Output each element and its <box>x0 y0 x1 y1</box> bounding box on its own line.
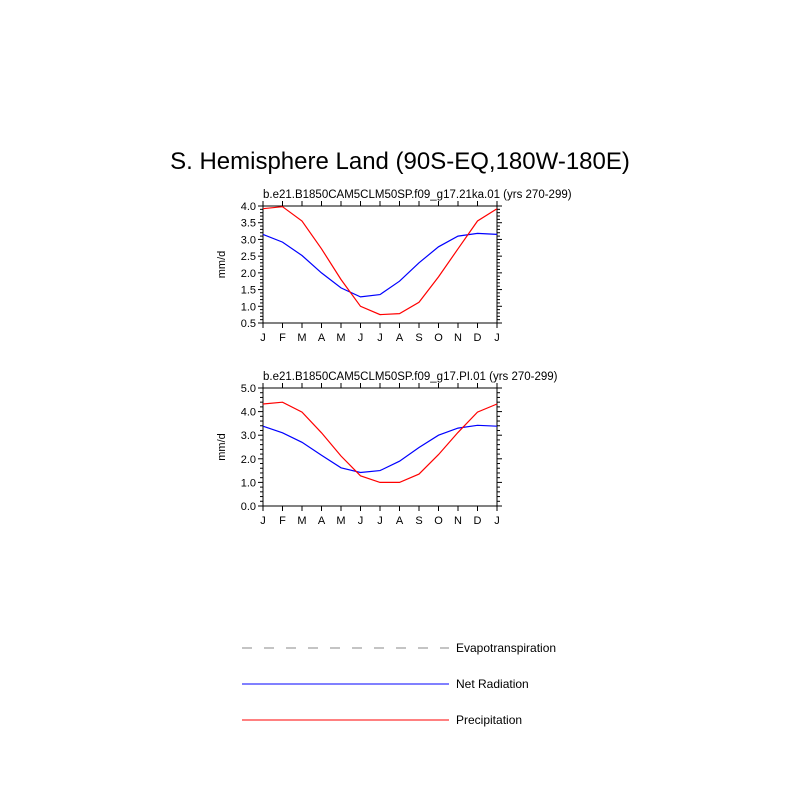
legend-label-net-radiation: Net Radiation <box>456 677 529 691</box>
y-tick-label: 4.0 <box>241 407 256 419</box>
x-tick-label: O <box>434 332 443 344</box>
x-tick-label: M <box>336 515 345 527</box>
net-radiation-line <box>262 232 498 298</box>
panel-title: b.e21.B1850CAM5CLM50SP.f09_g17.PI.01 (yr… <box>263 371 558 383</box>
y-tick-label: 1.0 <box>241 477 256 489</box>
y-tick-label: 3.5 <box>241 218 256 230</box>
plot-frame <box>262 387 498 507</box>
x-tick-label: M <box>297 515 306 527</box>
x-tick-label: J <box>260 332 266 344</box>
y-tick-label: 1.0 <box>241 301 256 313</box>
x-tick-label: J <box>494 515 500 527</box>
panel-title: b.e21.B1850CAM5CLM50SP.f09_g17.21ka.01 (… <box>263 189 572 201</box>
y-tick-label: 2.0 <box>241 454 256 466</box>
y-tick-label: 5.0 <box>241 383 256 395</box>
x-tick-label: N <box>454 332 462 344</box>
legend: Evapotranspiration Net Radiation Precipita… <box>242 641 556 727</box>
net-radiation-line <box>262 424 498 474</box>
figure-title: S. Hemisphere Land (90S-EQ,180W-180E) <box>170 148 630 175</box>
legend-label-evapotranspiration: Evapotranspiration <box>456 641 556 655</box>
panel-21ka: b.e21.B1850CAM5CLM50SP.f09_g17.21ka.01 (… <box>216 189 572 344</box>
y-tick-label: 0.0 <box>241 501 256 513</box>
x-tick-label: F <box>279 515 286 527</box>
x-tick-label: D <box>474 515 482 527</box>
panel-pi: b.e21.B1850CAM5CLM50SP.f09_g17.PI.01 (yr… <box>216 371 558 527</box>
x-tick-label: M <box>336 332 345 344</box>
x-tick-label: J <box>260 515 266 527</box>
x-tick-label: J <box>377 515 383 527</box>
x-tick-label: S <box>415 515 422 527</box>
x-tick-label: A <box>396 332 404 344</box>
x-tick-label: J <box>377 332 383 344</box>
x-tick-label: J <box>494 332 500 344</box>
x-tick-label: N <box>454 515 462 527</box>
x-tick-label: A <box>318 332 326 344</box>
precipitation-line <box>262 401 498 483</box>
x-tick-label: A <box>396 515 404 527</box>
y-tick-label: 2.0 <box>241 268 256 280</box>
x-tick-label: F <box>279 332 286 344</box>
x-tick-label: M <box>297 332 306 344</box>
y-tick-label: 1.5 <box>241 285 256 297</box>
precipitation-line <box>262 206 498 316</box>
plot-frame <box>262 205 498 324</box>
y-tick-label: 0.5 <box>241 318 256 330</box>
legend-label-precipitation: Precipitation <box>456 713 522 727</box>
y-tick-label: 4.0 <box>241 201 256 213</box>
y-tick-label: 2.5 <box>241 251 256 263</box>
x-tick-label: S <box>415 332 422 344</box>
y-axis-label: mm/d <box>216 433 228 461</box>
y-axis-label: mm/d <box>216 251 228 279</box>
x-tick-label: J <box>358 515 364 527</box>
y-tick-label: 3.0 <box>241 234 256 246</box>
x-tick-label: A <box>318 515 326 527</box>
x-tick-label: D <box>474 332 482 344</box>
y-tick-label: 3.0 <box>241 430 256 442</box>
x-tick-label: J <box>358 332 364 344</box>
x-tick-label: O <box>434 515 443 527</box>
